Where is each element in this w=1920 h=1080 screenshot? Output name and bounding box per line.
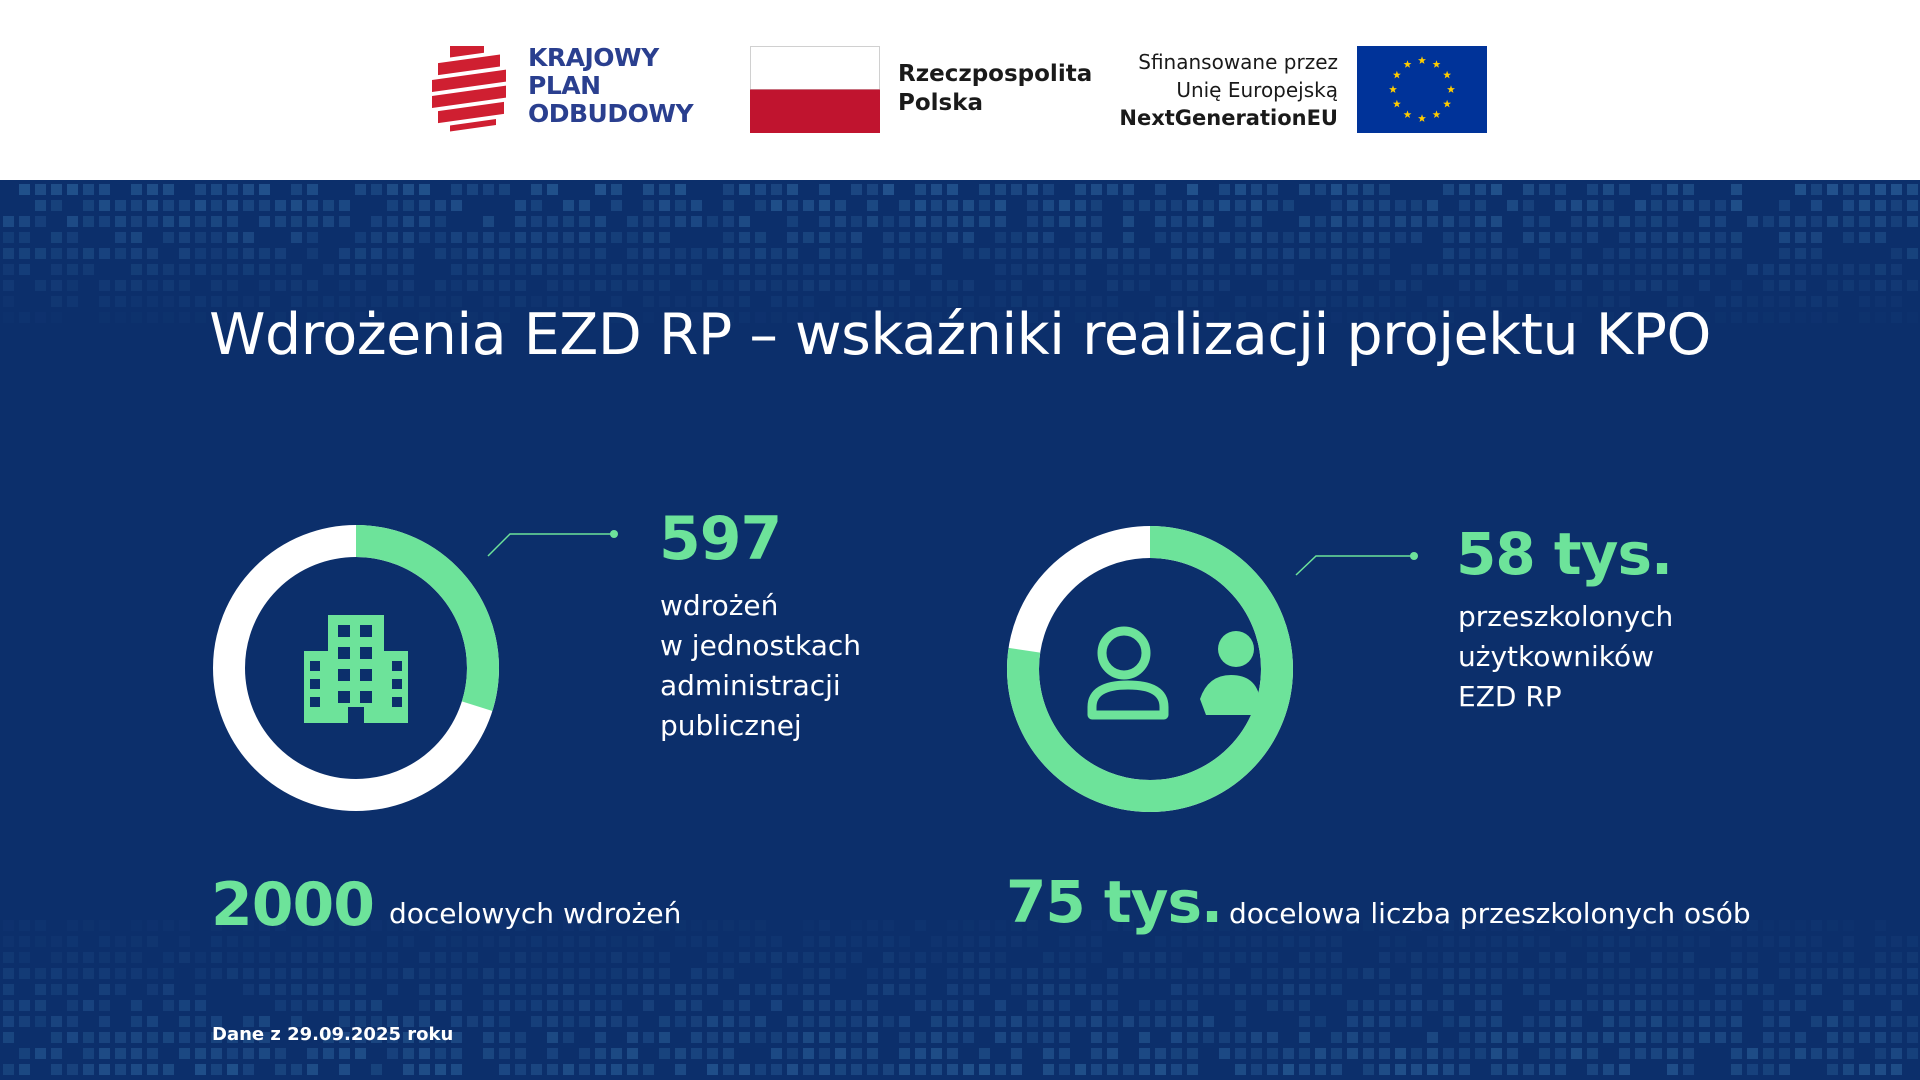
- chart-1-target-label: 2000: [211, 870, 375, 940]
- kpo-logo-line-3: ODBUDOWY: [528, 99, 694, 128]
- eu-funding-label: Sfinansowane przez Unię Europejską NextG…: [1060, 48, 1338, 132]
- eu-star-icon: [1432, 110, 1441, 119]
- eu-flag-icon: [1357, 46, 1487, 133]
- chart-2-desc-line-2: użytkowników: [1458, 640, 1655, 673]
- rp-line-2: Polska: [898, 90, 984, 116]
- eu-star-icon: [1392, 99, 1401, 108]
- kpo-logo-line-2: PLAN: [528, 71, 601, 100]
- chart-2-value-label: 58 tys.: [1456, 520, 1673, 588]
- rp-label: Rzeczpospolita Polska: [898, 60, 1092, 118]
- eu-star-icon: [1418, 56, 1426, 64]
- eu-star-icon: [1447, 85, 1455, 93]
- eu-star-icon: [1418, 114, 1426, 122]
- chart-1-desc-line-1: wdrożeń: [660, 589, 779, 622]
- chart-1-desc-line-3: administracji: [660, 669, 841, 702]
- chart-1-progress-ring: [213, 525, 499, 811]
- background-pattern: [0, 180, 1920, 1080]
- chart-1-desc-line-2: w jednostkach: [660, 629, 862, 662]
- kpo-logo-line-1: KRAJOWY: [528, 43, 659, 72]
- kpo-logo-icon: [432, 46, 506, 132]
- chart-2-target-description: docelowa liczba przeszkolonych osób: [1229, 897, 1751, 930]
- chart-1-leader-line: [487, 530, 618, 557]
- chart-2-donut: [1007, 526, 1293, 812]
- chart-2-leader-line: [1295, 552, 1418, 576]
- eu-star-icon: [1443, 70, 1452, 79]
- polish-flag-icon: [750, 46, 880, 133]
- eu-line-3: NextGenerationEU: [1119, 106, 1338, 130]
- eu-star-icon: [1443, 99, 1452, 108]
- kpo-logo-text: KRAJOWY PLAN ODBUDOWY: [528, 43, 694, 128]
- chart-1-value-description: wdrożeń w jednostkach administracji publ…: [660, 586, 861, 746]
- rp-line-1: Rzeczpospolita: [898, 61, 1093, 87]
- users-icon: [1087, 626, 1260, 720]
- chart-2-desc-line-1: przeszkolonych: [1458, 600, 1674, 633]
- chart-1-value-label: 597: [659, 504, 782, 574]
- chart-2-value-description: przeszkolonych użytkowników EZD RP: [1458, 597, 1673, 717]
- eu-line-1: Sfinansowane przez: [1138, 50, 1338, 74]
- eu-star-icon: [1392, 70, 1401, 79]
- chart-1-target-description: docelowych wdrożeń: [389, 897, 682, 930]
- eu-star-icon: [1432, 60, 1441, 68]
- footnote: Dane z 29.09.2025 roku: [212, 1024, 454, 1045]
- eu-star-icon: [1403, 60, 1412, 68]
- eu-star-icon: [1403, 110, 1412, 119]
- eu-line-2: Unię Europejską: [1176, 78, 1338, 102]
- chart-2-desc-line-3: EZD RP: [1458, 680, 1562, 713]
- eu-star-icon: [1389, 85, 1397, 93]
- building-icon: [304, 615, 408, 723]
- chart-1-desc-line-4: publicznej: [660, 709, 802, 742]
- page-title: Wdrożenia EZD RP – wskaźniki realizacji …: [209, 302, 1711, 368]
- chart-2-progress-ring: [1007, 526, 1293, 812]
- chart-1-donut: [213, 525, 499, 811]
- header-bar: KRAJOWY PLAN ODBUDOWY Rzeczpospolita Pol…: [0, 0, 1920, 180]
- main-panel: [0, 180, 1920, 1080]
- chart-2-target-label: 75 tys.: [1006, 868, 1223, 936]
